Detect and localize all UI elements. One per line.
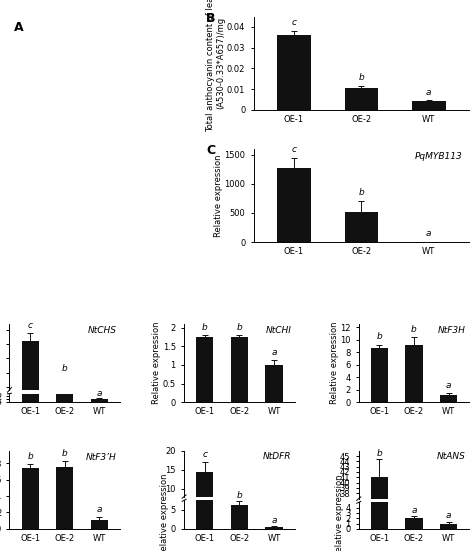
Bar bbox=[22, 228, 39, 402]
Text: b: b bbox=[62, 449, 68, 458]
Text: a: a bbox=[446, 511, 451, 521]
Text: a: a bbox=[97, 505, 102, 514]
Bar bbox=[22, 468, 39, 529]
Bar bbox=[231, 505, 248, 529]
Bar bbox=[91, 399, 108, 402]
Bar bbox=[56, 467, 73, 529]
Text: b: b bbox=[27, 452, 33, 461]
Text: a: a bbox=[271, 516, 277, 525]
Text: b: b bbox=[62, 364, 68, 373]
Text: c: c bbox=[292, 145, 297, 154]
Text: a: a bbox=[97, 389, 102, 398]
Y-axis label: Relative expression: Relative expression bbox=[160, 473, 169, 551]
Text: a: a bbox=[426, 229, 431, 238]
Y-axis label: Relative expression: Relative expression bbox=[329, 322, 338, 404]
Text: NtDFR: NtDFR bbox=[263, 452, 292, 461]
Bar bbox=[371, 311, 388, 529]
Bar bbox=[277, 35, 311, 110]
Text: NtANS: NtANS bbox=[437, 452, 466, 461]
Bar bbox=[56, 391, 73, 402]
Bar bbox=[405, 344, 423, 402]
Bar bbox=[196, 473, 213, 529]
Text: NtF3H: NtF3H bbox=[438, 326, 466, 335]
Bar bbox=[440, 395, 457, 402]
Text: b: b bbox=[411, 325, 417, 334]
Bar bbox=[265, 525, 283, 527]
Text: c: c bbox=[27, 321, 33, 329]
Text: c: c bbox=[292, 18, 297, 28]
Text: B: B bbox=[206, 12, 216, 25]
Text: A: A bbox=[14, 21, 24, 34]
Text: b: b bbox=[202, 323, 208, 332]
Text: a: a bbox=[271, 348, 277, 357]
Bar bbox=[22, 341, 39, 516]
Text: NtCHI: NtCHI bbox=[265, 326, 292, 335]
Text: b: b bbox=[237, 323, 242, 332]
Text: NtCHS: NtCHS bbox=[88, 326, 117, 335]
Text: a: a bbox=[411, 506, 417, 515]
Bar bbox=[196, 472, 213, 527]
Bar bbox=[265, 527, 283, 529]
Text: a: a bbox=[426, 88, 431, 96]
Bar bbox=[412, 101, 446, 110]
Bar bbox=[277, 168, 311, 242]
Bar bbox=[405, 518, 423, 529]
Y-axis label: Relative expression: Relative expression bbox=[152, 322, 161, 404]
Bar bbox=[371, 348, 388, 402]
Text: c: c bbox=[202, 450, 207, 460]
Y-axis label: Relative expression: Relative expression bbox=[335, 474, 344, 551]
Text: b: b bbox=[376, 332, 383, 342]
Bar bbox=[265, 365, 283, 402]
Bar bbox=[371, 477, 388, 551]
Text: b: b bbox=[237, 491, 242, 500]
Bar bbox=[91, 513, 108, 516]
Bar bbox=[91, 520, 108, 529]
Text: NtF3’H: NtF3’H bbox=[86, 453, 117, 462]
Text: b: b bbox=[376, 449, 383, 458]
Y-axis label: Relative expression: Relative expression bbox=[214, 154, 223, 237]
Bar bbox=[231, 504, 248, 527]
Text: a: a bbox=[446, 381, 451, 390]
Text: PqMYB113: PqMYB113 bbox=[415, 152, 463, 161]
Text: C: C bbox=[206, 144, 215, 157]
Bar bbox=[440, 523, 457, 529]
Bar bbox=[345, 88, 378, 110]
Bar bbox=[56, 505, 73, 516]
Bar bbox=[231, 337, 248, 402]
Text: b: b bbox=[358, 73, 365, 82]
Bar bbox=[345, 212, 378, 242]
Text: b: b bbox=[358, 188, 365, 197]
Bar bbox=[196, 337, 213, 402]
Y-axis label: Total anthocyanin content of leaf
(A530-0.33*A657)/mg: Total anthocyanin content of leaf (A530-… bbox=[206, 0, 225, 132]
